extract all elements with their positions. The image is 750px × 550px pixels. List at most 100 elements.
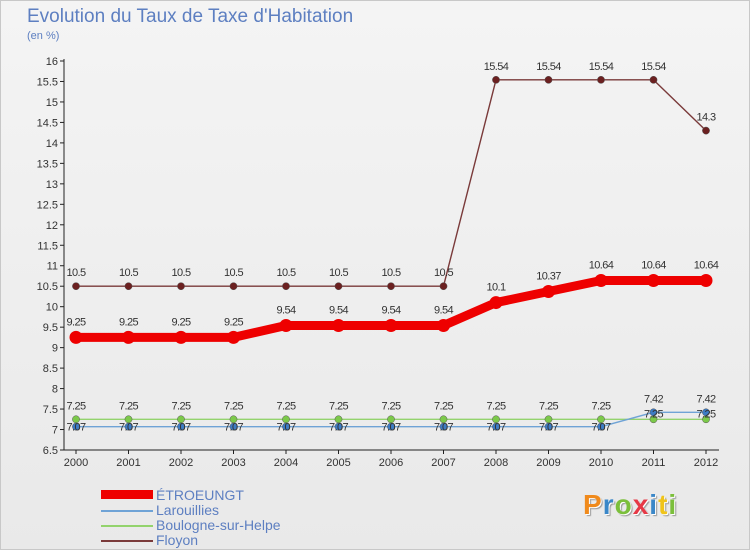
data-point [702,126,710,135]
logo-letter: t [658,489,669,520]
data-label: 15.54 [589,61,614,73]
data-point [492,75,500,84]
y-tick-label: 13.5 [37,158,58,170]
data-point [177,422,185,431]
data-point [544,422,553,431]
data-label: 7.07 [171,422,190,434]
logo-letter: i [668,489,678,520]
x-tick-label: 2009 [536,457,560,469]
y-tick-label: 11 [47,261,58,273]
data-label: 9.54 [329,305,348,317]
y-tick-label: 12.5 [37,199,58,211]
x-tick-label: 2010 [589,457,613,469]
data-point [702,408,710,417]
data-label: 14.3 [696,112,715,124]
data-label: 10.5 [381,267,400,279]
data-point [439,422,448,431]
data-point [387,422,395,431]
data-point [597,75,605,84]
legend-swatch-floyon [101,540,153,542]
data-point [387,282,395,291]
data-label: 15.54 [536,61,561,73]
data-label: 7.25 [171,400,190,412]
y-tick-label: 9 [52,343,58,355]
data-point [492,422,500,431]
data-label: 7.25 [539,400,558,412]
y-tick-label: 7 [52,425,58,437]
data-label: 10.5 [171,267,190,279]
x-tick-label: 2008 [484,457,508,469]
data-point [282,282,290,291]
data-point [489,296,503,310]
x-tick-label: 2001 [116,457,140,469]
x-tick-label: 2003 [221,457,245,469]
data-point [334,282,343,291]
legend-label-larouillies: Larouillies [156,502,220,518]
y-tick-label: 8 [52,384,58,396]
data-point [229,282,238,291]
y-tick-label: 14.5 [37,117,58,129]
logo-letter: i [649,489,659,520]
data-point [124,282,133,291]
x-tick-label: 2000 [64,457,88,469]
y-tick-label: 12 [46,220,58,232]
chart-subtitle: (en %) [27,30,60,42]
x-tick-label: 2007 [431,457,455,469]
x-tick-label: 2012 [694,457,718,469]
y-tick-label: 13 [46,179,58,191]
data-label: 7.25 [66,400,85,412]
data-point [229,422,238,431]
data-point [384,319,398,333]
data-label: 10.64 [694,259,719,271]
data-point [437,319,450,333]
data-point [649,408,658,417]
legend-label-boulogne: Boulogne-sur-Helpe [156,517,281,533]
y-tick-label: 9.5 [43,322,58,334]
data-label: 7.07 [486,422,505,434]
data-point [647,273,660,287]
logo-letter: P [583,489,603,520]
data-label: 7.25 [434,400,453,412]
data-point [124,422,133,431]
data-label: 9.54 [434,305,453,317]
data-point [544,75,553,84]
data-label: 7.07 [381,422,400,434]
data-point [122,330,135,344]
data-label: 7.07 [434,422,453,434]
data-label: 7.25 [591,400,610,412]
data-label: 7.25 [276,400,295,412]
data-point [597,422,605,431]
data-label: 7.42 [696,393,715,405]
legend-swatch-boulogne [101,525,153,527]
data-label: 7.07 [539,422,558,434]
data-label: 7.25 [224,400,243,412]
data-label: 7.25 [696,408,715,420]
legend-label-floyon: Floyon [156,532,199,548]
data-point [177,282,185,291]
y-tick-label: 15 [46,97,58,109]
data-label: 7.42 [644,393,663,405]
data-label: 7.07 [66,422,85,434]
chart-title: Evolution du Taux de Taxe d'Habitation [27,6,354,27]
data-label: 7.07 [329,422,348,434]
logo-letter: r [602,489,615,520]
series-line-3 [75,79,707,287]
data-point [227,330,240,344]
data-point [439,282,448,291]
data-point [594,273,608,287]
data-label: 10.5 [224,267,243,279]
data-point [69,330,83,344]
data-label: 9.54 [381,305,400,317]
x-tick-label: 2011 [642,457,666,469]
x-tick-label: 2005 [326,457,350,469]
data-label: 7.25 [644,408,663,420]
data-label: 10.1 [486,282,505,294]
y-tick-label: 15.5 [37,76,58,88]
data-label: 10.5 [119,267,138,279]
data-label: 7.07 [119,422,138,434]
proxiti-logo: Proxiti [583,489,677,521]
y-tick-label: 10 [46,302,58,314]
data-label: 10.37 [536,271,561,283]
data-label: 9.25 [119,316,138,328]
